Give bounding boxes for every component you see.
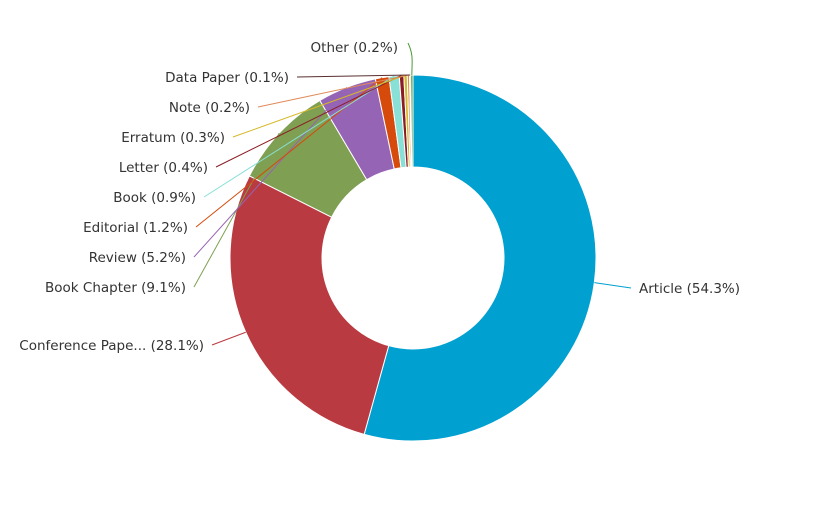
label-conference-pape: Conference Pape... (28.1%) — [19, 338, 204, 354]
leader-line-letter — [215, 74, 402, 168]
label-letter: Letter (0.4%) — [119, 160, 208, 176]
leader-line-other — [407, 42, 413, 76]
leader-line-review — [193, 87, 348, 258]
label-review: Review (5.2%) — [89, 250, 186, 266]
label-note: Note (0.2%) — [169, 100, 250, 116]
leader-line-data-paper — [296, 74, 411, 78]
label-data-paper: Data Paper (0.1%) — [165, 70, 289, 86]
leader-line-conference-pape — [211, 331, 246, 346]
leader-lines-group — [193, 42, 632, 346]
leader-line-note — [257, 74, 409, 108]
label-erratum: Erratum (0.3%) — [121, 130, 225, 146]
leader-line-erratum — [232, 74, 406, 138]
label-article: Article (54.3%) — [639, 281, 740, 297]
leader-line-book — [203, 75, 395, 198]
slices-group — [229, 74, 597, 442]
label-book-chapter: Book Chapter (9.1%) — [45, 280, 186, 296]
leader-line-editorial — [195, 77, 383, 228]
label-editorial: Editorial (1.2%) — [83, 220, 188, 236]
slice-conference-pape[interactable] — [229, 175, 390, 435]
label-book: Book (0.9%) — [113, 190, 196, 206]
labels-group: Article (54.3%) Conference Pape... (28.1%… — [19, 40, 740, 354]
slice-article[interactable] — [363, 74, 597, 442]
leader-line-article — [594, 282, 632, 289]
slice-other[interactable] — [410, 74, 414, 168]
label-other: Other (0.2%) — [311, 40, 398, 56]
